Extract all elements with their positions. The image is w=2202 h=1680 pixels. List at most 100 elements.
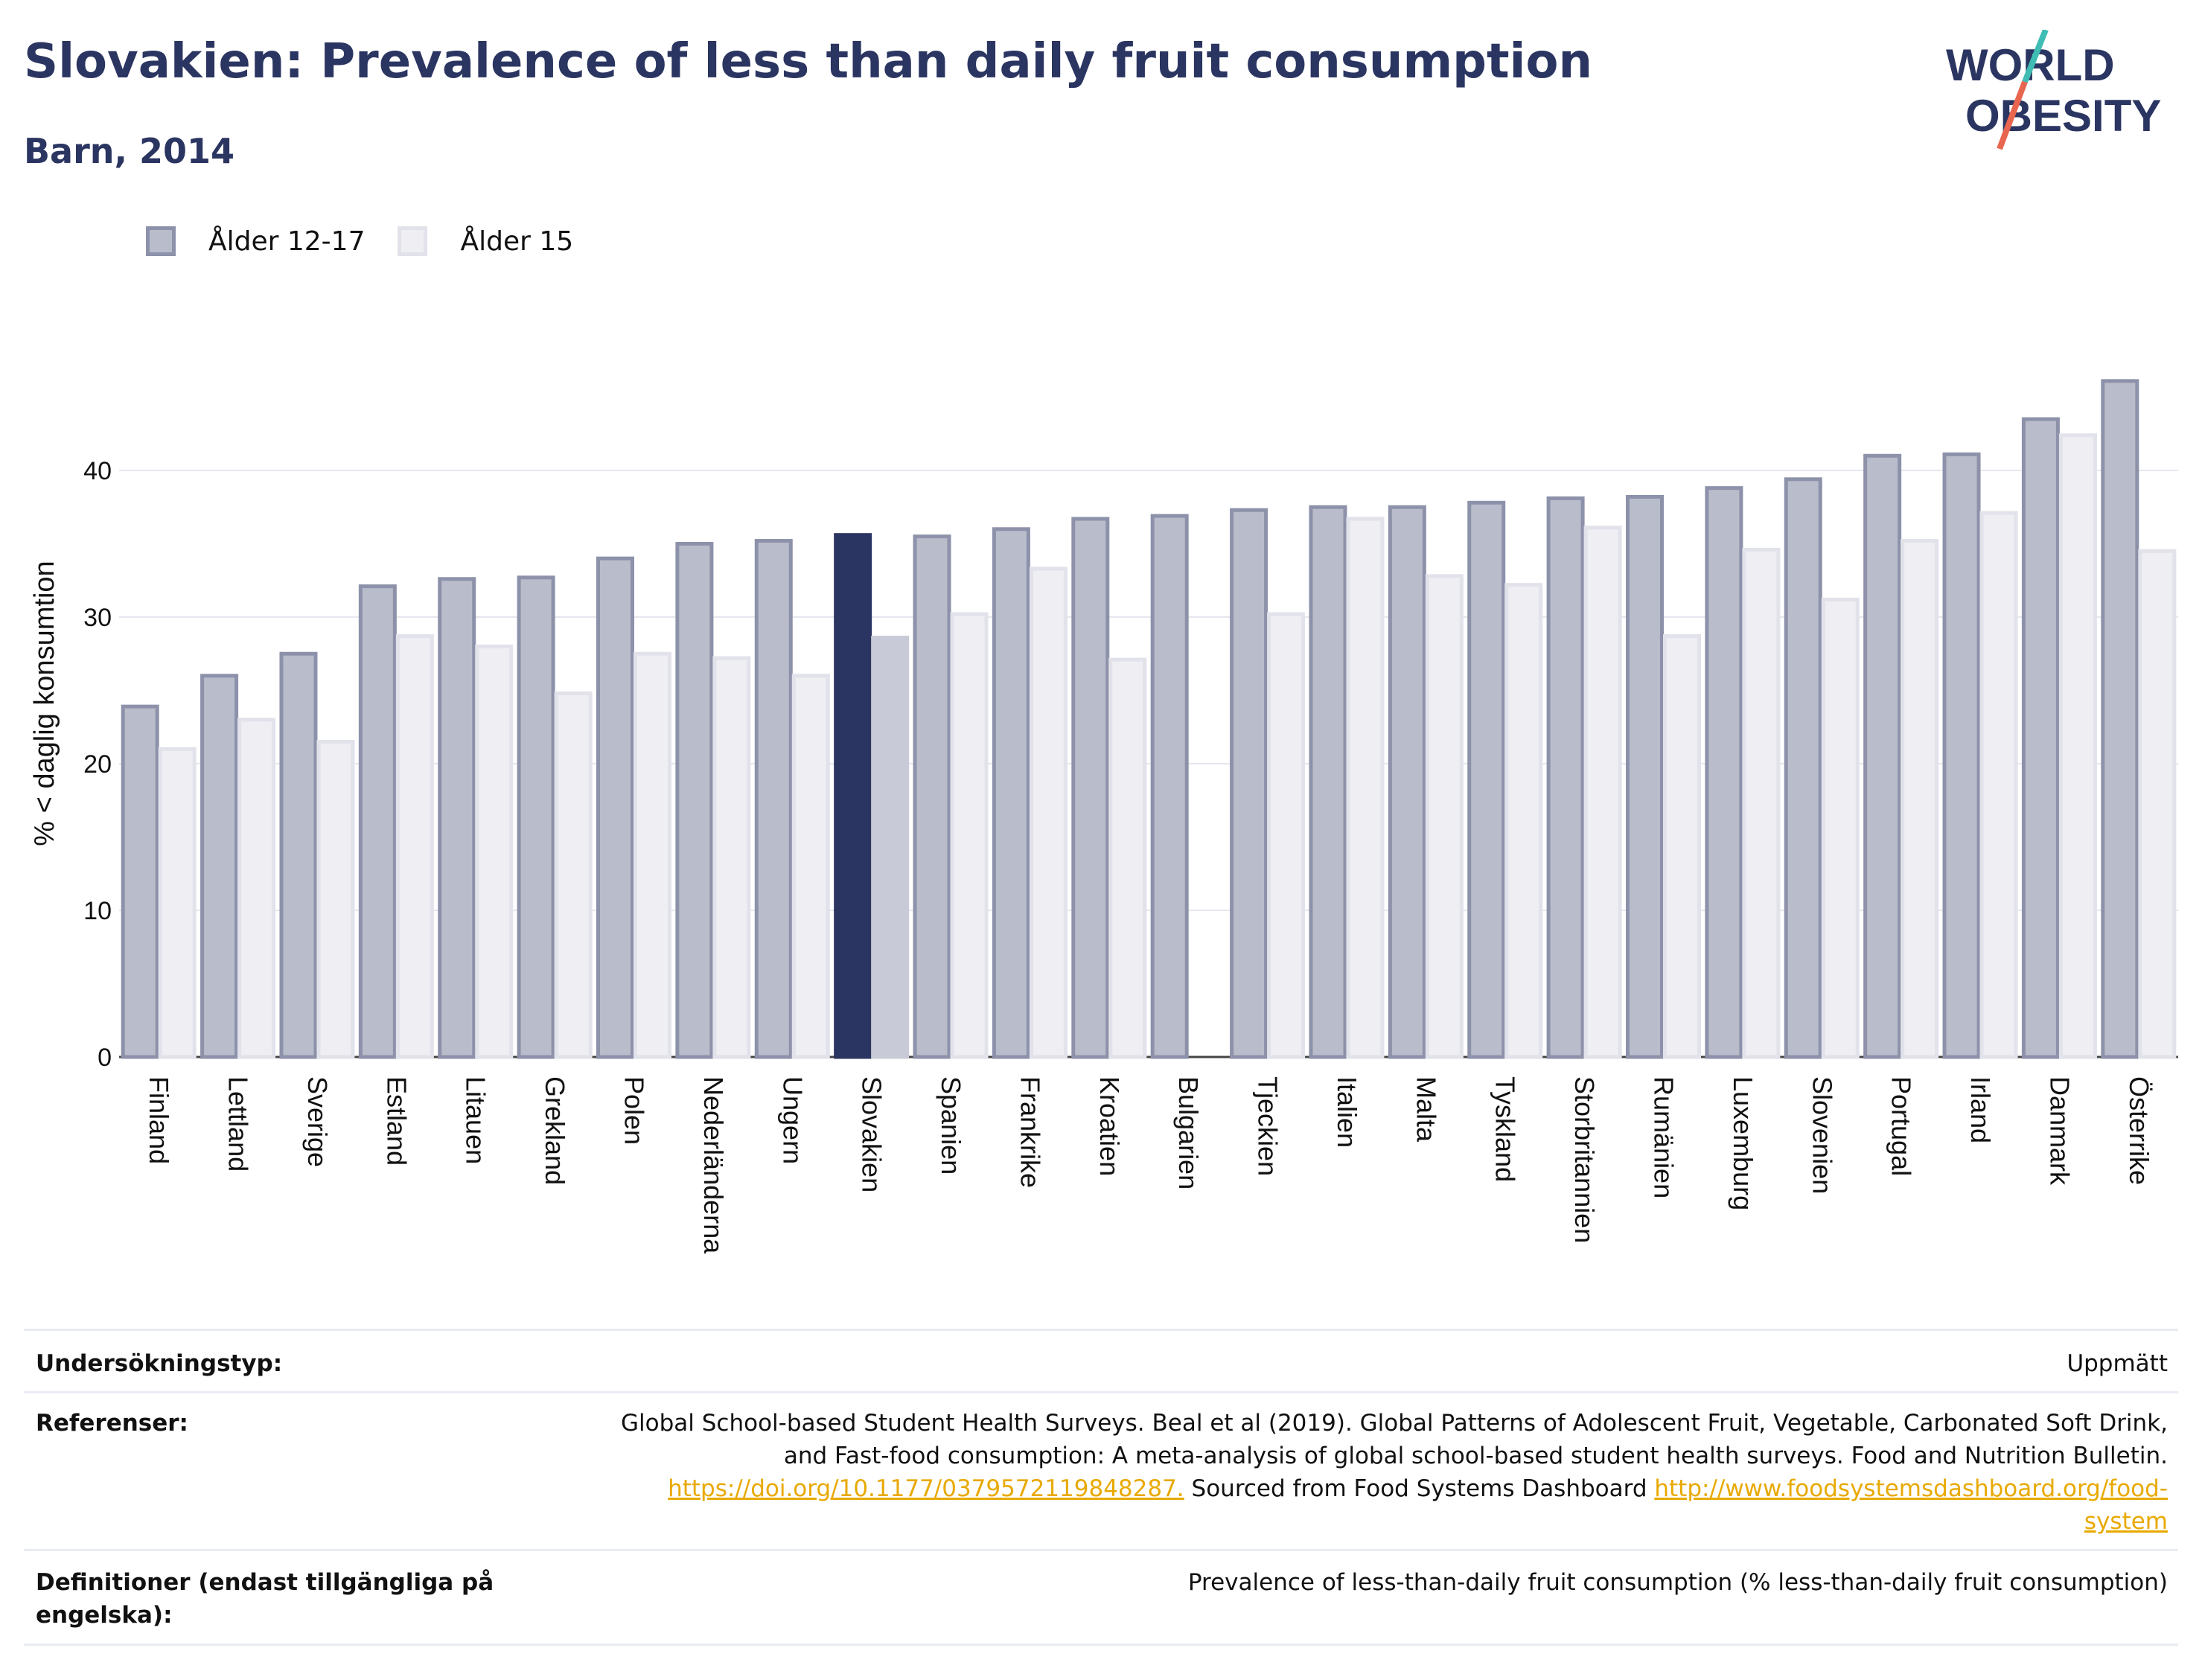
bar-series1[interactable] (517, 575, 555, 1059)
definitions-label-line2: engelska): (36, 1602, 173, 1629)
y-axis-label: % < daglig konsumtion (29, 560, 60, 846)
bar-series1[interactable] (1388, 505, 1426, 1059)
bar-series1[interactable] (121, 704, 159, 1059)
bar-series1[interactable] (1309, 505, 1347, 1059)
x-axis-ticks: Finland Lettland Sverige Estland Litauen Grek… (144, 1076, 2154, 1254)
bar-series1[interactable] (1071, 517, 1110, 1059)
chart-title: Slovakien: Prevalence of less than daily… (24, 34, 1592, 89)
logo-slash-teal (2022, 30, 2049, 83)
bar-series2[interactable] (1583, 526, 1622, 1059)
bar-series1[interactable] (675, 542, 714, 1059)
x-tick-label: Sverige (302, 1076, 333, 1167)
bar-series2[interactable] (1029, 566, 1068, 1059)
bar-series2[interactable] (1346, 517, 1385, 1059)
x-tick-label: Portugal (1886, 1076, 1917, 1176)
x-tick-label: Frankrike (1015, 1076, 1045, 1188)
bar-series1[interactable] (200, 674, 239, 1059)
x-tick-label: Slovakien (857, 1076, 887, 1192)
bar-series1[interactable] (1626, 494, 1664, 1059)
definitions-value: Prevalence of less-than-daily fruit cons… (1187, 1569, 2168, 1596)
references-line1: Global School-based Student Health Surve… (621, 1410, 2168, 1437)
bar-series2[interactable] (554, 691, 593, 1059)
bar-series2[interactable] (1108, 657, 1147, 1059)
x-tick-label: Tyskland (1490, 1076, 1521, 1182)
bar-series1[interactable] (992, 527, 1030, 1059)
bar-series2[interactable] (2138, 549, 2177, 1059)
legend-item-series1[interactable]: Ålder 12-17 (146, 226, 365, 257)
legend-item-series2[interactable]: Ålder 15 (398, 226, 573, 257)
y-tick-label: 10 (83, 897, 112, 925)
bar-series2[interactable] (1663, 634, 1701, 1059)
bar-series1[interactable] (438, 577, 476, 1059)
bar-series2[interactable] (395, 634, 434, 1059)
bar-series1[interactable] (2021, 417, 2060, 1059)
bar-series1[interactable] (1784, 477, 1822, 1059)
x-tick-label: Irland (1965, 1076, 1996, 1143)
legend-swatch-series2 (398, 226, 428, 256)
bar-series1[interactable] (834, 533, 872, 1059)
x-tick-label: Bulgarien (1173, 1076, 1204, 1189)
x-tick-label: Österrike (2124, 1076, 2154, 1185)
bar-series2[interactable] (237, 718, 276, 1059)
x-tick-label: Luxemburg (1728, 1076, 1758, 1210)
meta-row-definitions: Definitioner (endast tillgängliga på eng… (24, 1549, 2178, 1646)
food-systems-link-part1[interactable]: http://www.foodsystemsdashboard.org/food… (1654, 1475, 2168, 1502)
bar-series2[interactable] (1267, 612, 1306, 1059)
bar-series2[interactable] (1742, 547, 1781, 1059)
bar-series1[interactable] (1942, 452, 1981, 1059)
bar-series2[interactable] (475, 644, 514, 1059)
logo-text-obesity: OBESITY (1965, 91, 2161, 141)
bar-series2[interactable] (1425, 574, 1464, 1059)
bar-series2[interactable] (2058, 433, 2097, 1059)
x-tick-label: Grekland (540, 1076, 570, 1185)
bar-series2[interactable] (1901, 539, 1939, 1059)
bar-series2[interactable] (1821, 597, 1860, 1059)
references-mid-text: Sourced from Food Systems Dashboard (1184, 1475, 1655, 1502)
survey-type-value: Uppmätt (2067, 1350, 2168, 1377)
food-systems-link-part2[interactable]: system (2084, 1508, 2168, 1535)
y-tick-label: 30 (83, 604, 112, 632)
bars (121, 379, 2177, 1059)
x-tick-label: Spanien (936, 1076, 966, 1175)
bar-series2[interactable] (634, 651, 671, 1059)
x-tick-label: Lettland (223, 1076, 254, 1172)
bar-series1[interactable] (754, 539, 793, 1059)
x-tick-label: Kroatien (1094, 1076, 1125, 1176)
bar-series2[interactable] (1979, 511, 2018, 1059)
x-tick-label: Estland (381, 1076, 412, 1166)
chart-subtitle: Barn, 2014 (24, 131, 235, 171)
bar-series2[interactable] (791, 674, 830, 1059)
world-obesity-logo: WORLD OBESITY (1946, 30, 2161, 150)
bar-series2[interactable] (950, 612, 989, 1059)
bar-series2[interactable] (871, 636, 910, 1059)
bar-series1[interactable] (279, 651, 318, 1059)
bar-series1[interactable] (1467, 500, 1506, 1059)
bar-series1[interactable] (358, 584, 397, 1059)
doi-link[interactable]: https://doi.org/10.1177/0379572119848287… (668, 1475, 1184, 1502)
bar-series2[interactable] (712, 656, 751, 1059)
survey-type-label: Undersökningstyp: (36, 1350, 283, 1377)
references-line2: and Fast-food consumption: A meta-analys… (783, 1443, 2168, 1469)
x-tick-label: Storbritannien (1569, 1076, 1600, 1243)
chart-legend: Ålder 12-17 Ålder 15 (146, 220, 606, 262)
bar-series1[interactable] (1863, 453, 1902, 1059)
bar-chart: 0 10 20 30 40 Finland Lettland Sverige Estland L… (29, 379, 2178, 1254)
bar-series1[interactable] (596, 556, 634, 1059)
y-axis-ticks: 0 10 20 30 40 (83, 457, 112, 1072)
bar-series2[interactable] (1504, 583, 1543, 1059)
x-tick-label: Tjeckien (1253, 1076, 1283, 1176)
x-tick-label: Rumänien (1649, 1076, 1679, 1198)
legend-label-series2: Ålder 15 (460, 226, 574, 257)
bar-series1[interactable] (1546, 496, 1585, 1059)
bar-series2[interactable] (158, 747, 197, 1059)
x-tick-label: Polen (619, 1076, 650, 1145)
y-tick-label: 20 (83, 750, 112, 779)
bar-series2[interactable] (316, 739, 355, 1059)
bar-series1[interactable] (1150, 514, 1189, 1059)
meta-row-survey-type: Undersökningstyp: Uppmätt (24, 1329, 2178, 1393)
bar-series1[interactable] (1705, 486, 1743, 1059)
bar-series1[interactable] (2101, 379, 2139, 1059)
bar-series1[interactable] (1230, 508, 1268, 1059)
x-tick-label: Italien (1332, 1076, 1362, 1148)
bar-series1[interactable] (913, 534, 951, 1059)
